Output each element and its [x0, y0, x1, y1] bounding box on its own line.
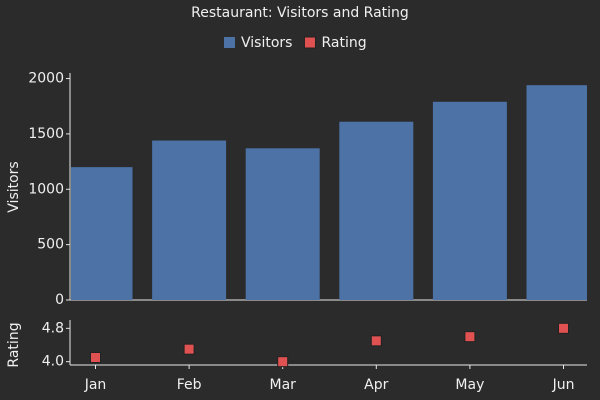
bar — [432, 101, 507, 300]
y-tick-label: 500 — [37, 237, 64, 253]
rating-marker — [90, 352, 101, 363]
bar — [71, 167, 133, 300]
bar — [245, 148, 320, 300]
y-tick-label: 2000 — [28, 71, 64, 87]
bar — [339, 121, 414, 300]
x-tick-label: Mar — [269, 377, 296, 393]
y-tick-label: 0 — [55, 292, 64, 308]
y2-axis-label: Rating — [6, 322, 22, 367]
y-tick-label: 1500 — [28, 126, 64, 142]
legend-label: Visitors — [241, 35, 292, 51]
rating-marker — [370, 335, 382, 347]
bar — [526, 85, 587, 300]
bars — [71, 85, 587, 300]
x-tick-label: May — [455, 377, 484, 393]
x-tick-label: Apr — [364, 377, 388, 393]
y2-tick-label: 4.8 — [42, 320, 64, 336]
rating-marker — [464, 331, 476, 343]
chart-title: Restaurant: Visitors and Rating — [191, 5, 409, 21]
y-tick-label: 1000 — [28, 181, 64, 197]
rating-marker — [183, 343, 195, 355]
legend-swatch — [303, 36, 316, 49]
legend-label: Rating — [321, 35, 366, 51]
rating-marker — [277, 356, 289, 368]
legend-swatch — [224, 37, 235, 48]
x-tick-label: Jun — [552, 377, 575, 393]
y2-tick-label: 4.0 — [42, 354, 64, 370]
bar — [152, 140, 227, 300]
y-axis-label: Visitors — [6, 161, 22, 212]
x-tick-label: Jan — [84, 377, 107, 393]
rating-marker — [558, 322, 569, 334]
x-tick-label: Feb — [177, 377, 202, 393]
